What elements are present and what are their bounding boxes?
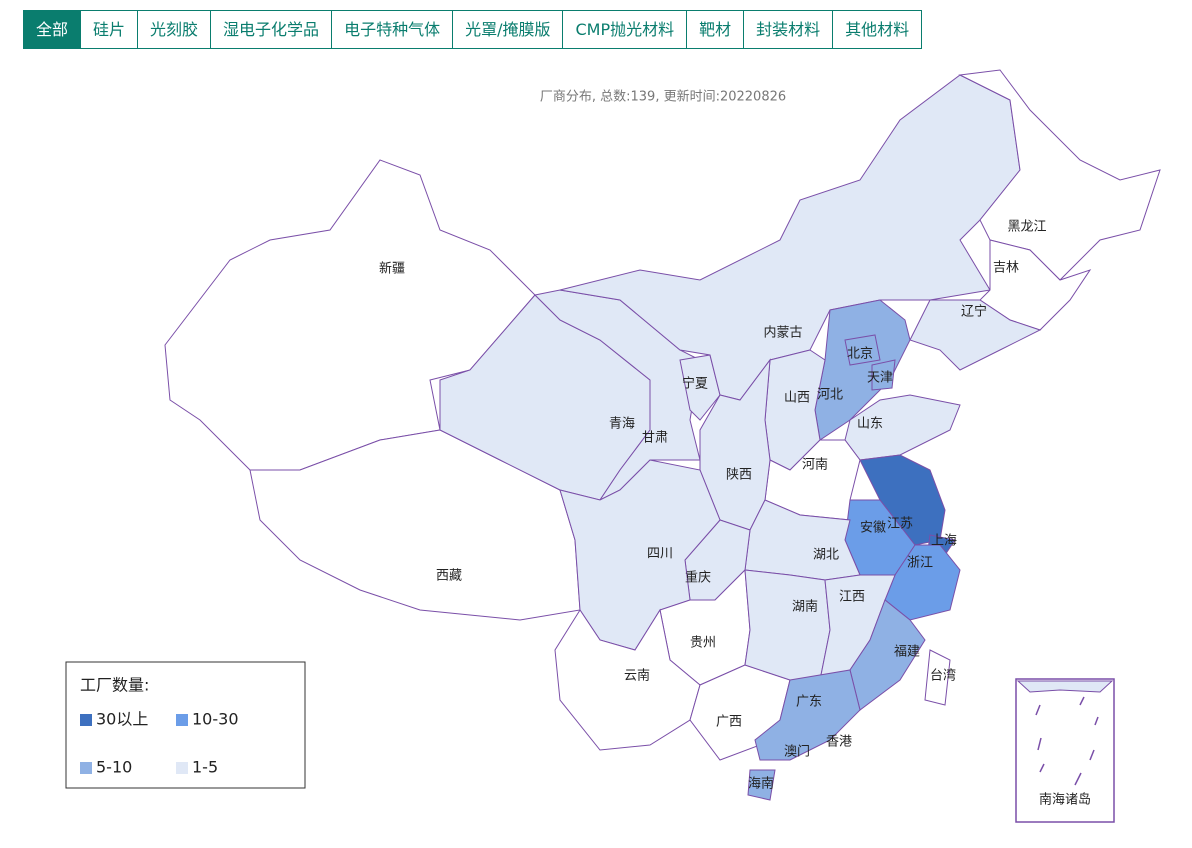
inset-label: 南海诸岛 — [1039, 792, 1091, 808]
inset-shape — [1016, 680, 1114, 693]
tab[interactable]: 光罩/掩膜版 — [452, 11, 562, 48]
province-label: 天津 — [867, 371, 893, 386]
province-label: 广西 — [716, 715, 742, 730]
province-label: 江西 — [839, 590, 865, 605]
tab[interactable]: 湿电子化学品 — [210, 11, 331, 48]
province-label: 青海 — [609, 417, 635, 432]
province-label: 山东 — [857, 417, 883, 432]
legend-swatch — [80, 714, 92, 726]
inset-box — [1015, 678, 1115, 823]
province-label: 内蒙古 — [763, 325, 802, 341]
province-label: 湖北 — [813, 548, 839, 563]
subtitle: 厂商分布, 总数:139, 更新时间:20220826 — [540, 89, 786, 105]
tab[interactable]: 靶材 — [686, 11, 743, 48]
province — [559, 74, 1021, 401]
province-label: 河北 — [817, 388, 843, 403]
tab[interactable]: CMP抛光材料 — [562, 11, 686, 48]
province-label: 云南 — [624, 668, 650, 684]
inset-islands — [1035, 696, 1099, 786]
province — [747, 769, 776, 801]
place-label: 香港 — [826, 735, 852, 750]
tab[interactable]: 封装材料 — [743, 11, 832, 48]
tab[interactable]: 全部 — [24, 11, 81, 48]
province-label: 北京 — [847, 347, 873, 362]
province-label: 福建 — [894, 645, 920, 660]
province — [979, 239, 1092, 331]
tab[interactable]: 光刻胶 — [137, 11, 210, 48]
province-label: 江苏 — [887, 516, 913, 532]
province-label: 黑龙江 — [1007, 220, 1046, 235]
legend-swatch — [176, 714, 188, 726]
province-label: 河南 — [802, 457, 828, 473]
province-label: 上海 — [931, 534, 957, 549]
tab-bar: 全部 硅片 光刻胶 湿电子化学品 电子特种气体 光罩/掩膜版 CMP抛光材料 靶材 封装材料 其他… — [23, 10, 923, 49]
province-label: 安徽 — [860, 521, 886, 536]
province — [958, 69, 1161, 281]
province-label: 贵州 — [690, 636, 716, 651]
province-label: 台湾 — [930, 668, 956, 684]
legend-swatch — [80, 762, 92, 774]
province — [844, 334, 881, 366]
legend-label: 5-10 — [96, 758, 132, 777]
place-label: 澳门 — [784, 744, 810, 760]
tab[interactable]: 其他材料 — [832, 11, 921, 48]
province — [754, 669, 861, 761]
province-label: 西藏 — [436, 569, 462, 584]
legend-title: 工厂数量: — [80, 676, 149, 695]
province-label: 辽宁 — [961, 304, 987, 320]
province-label: 广东 — [796, 695, 822, 710]
province — [924, 649, 951, 706]
province-label: 新疆 — [379, 261, 405, 277]
province-label: 重庆 — [685, 570, 711, 586]
tab[interactable]: 电子特种气体 — [331, 11, 452, 48]
province — [909, 299, 1042, 371]
provinces — [164, 69, 1161, 801]
province-label: 宁夏 — [682, 376, 708, 392]
province-label: 海南 — [748, 776, 774, 792]
province — [744, 569, 831, 681]
legend-label: 30以上 — [96, 710, 148, 729]
province-label: 四川 — [647, 547, 673, 562]
legend-label: 1-5 — [192, 758, 218, 777]
province — [679, 354, 721, 421]
province-label: 吉林 — [993, 261, 1019, 276]
tab[interactable]: 硅片 — [80, 11, 137, 48]
province-label: 陕西 — [726, 468, 752, 483]
province-label: 湖南 — [792, 599, 818, 615]
province-label: 山西 — [784, 391, 810, 406]
legend-swatch — [176, 762, 188, 774]
province-label: 甘肃 — [642, 431, 668, 446]
legend-label: 10-30 — [192, 710, 239, 729]
province — [871, 359, 896, 391]
province-label: 浙江 — [907, 556, 933, 571]
